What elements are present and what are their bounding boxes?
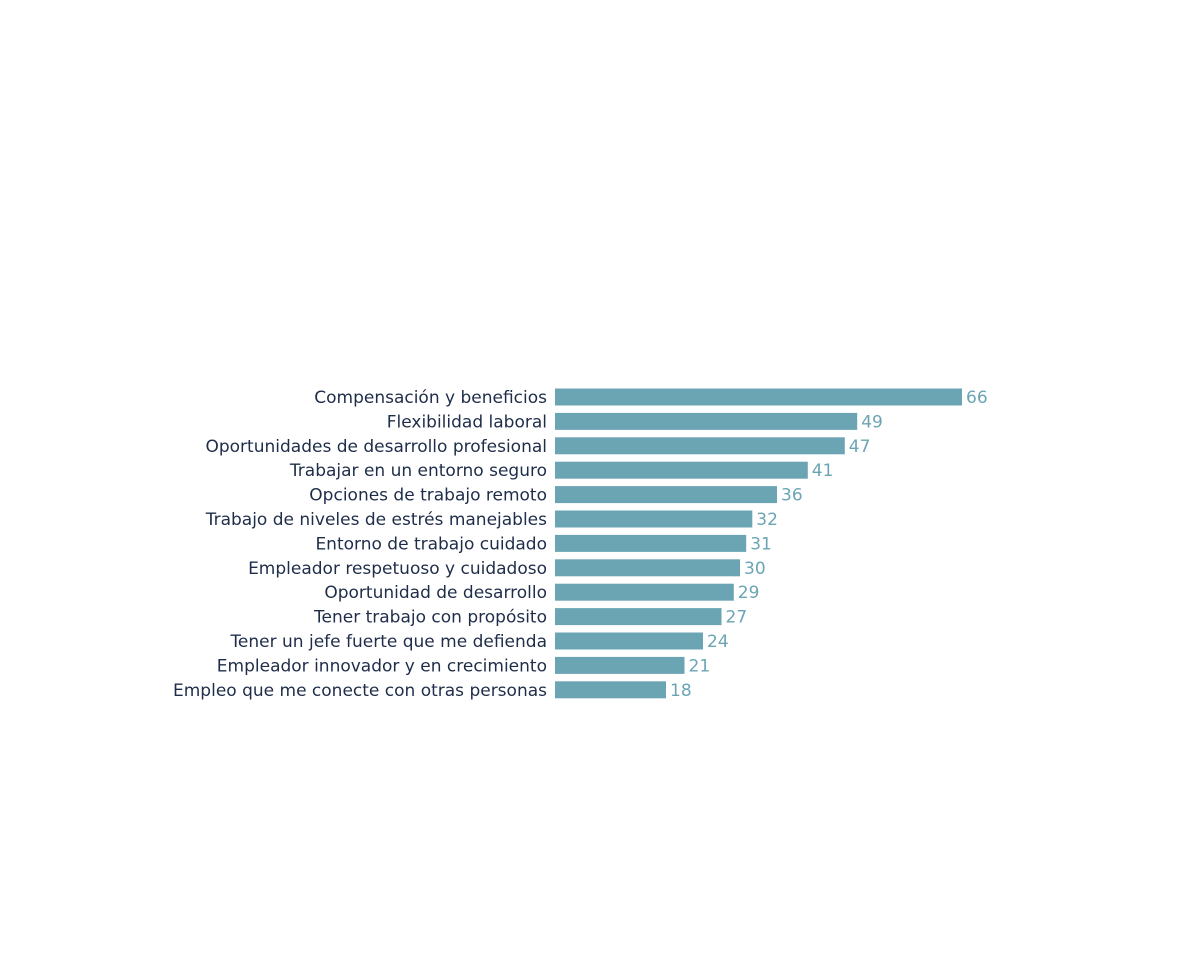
category-label: Empleador respetuoso y cuidadoso [248, 559, 547, 579]
category-label: Opciones de trabajo remoto [309, 486, 547, 506]
bar [555, 534, 747, 552]
category-label: Compensación y beneficios [314, 388, 547, 408]
category-label: Tener trabajo con propósito [313, 608, 547, 628]
bar [555, 412, 858, 430]
category-label: Oportunidades de desarrollo profesional [205, 437, 547, 457]
value-label: 27 [726, 608, 748, 628]
bars-group [555, 388, 962, 699]
bar [555, 461, 808, 479]
category-label: Trabajar en un entorno seguro [289, 461, 547, 481]
category-label: Trabajo de niveles de estrés manejables [205, 510, 547, 530]
bar [555, 681, 666, 699]
value-label: 36 [781, 486, 803, 506]
value-label: 30 [744, 559, 766, 579]
value-label: 47 [849, 437, 871, 457]
bar [555, 510, 753, 528]
value-label: 66 [966, 388, 988, 408]
bar [555, 632, 703, 650]
category-label: Oportunidad de desarrollo [324, 583, 547, 603]
value-label: 31 [750, 534, 772, 554]
category-label: Empleador innovador y en crecimiento [217, 656, 547, 676]
bar [555, 486, 777, 504]
bar [555, 656, 685, 674]
bar [555, 388, 962, 406]
value-label: 21 [689, 656, 711, 676]
value-label: 18 [670, 681, 692, 701]
value-label: 49 [861, 412, 883, 432]
value-label: 41 [812, 461, 834, 481]
bar [555, 437, 845, 455]
category-labels-group: Compensación y beneficios Flexibilidad la… [173, 388, 547, 701]
category-label: Empleo que me conecte con otras personas [173, 681, 547, 701]
bar [555, 559, 740, 577]
bar [555, 583, 734, 601]
value-label: 24 [707, 632, 729, 652]
category-label: Flexibilidad laboral [387, 412, 547, 432]
category-label: Tener un jefe fuerte que me defienda [229, 632, 547, 652]
category-label: Entorno de trabajo cuidado [315, 534, 547, 554]
value-label: 32 [756, 510, 778, 530]
bar [555, 608, 722, 626]
value-label: 29 [738, 583, 760, 603]
